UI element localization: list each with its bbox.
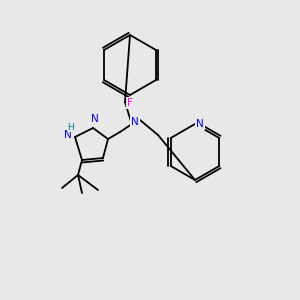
Text: N: N bbox=[131, 117, 139, 127]
Text: N: N bbox=[91, 114, 99, 124]
Text: N: N bbox=[196, 119, 204, 129]
Text: N: N bbox=[64, 130, 72, 140]
Text: F: F bbox=[127, 98, 133, 108]
Text: H: H bbox=[68, 122, 74, 131]
